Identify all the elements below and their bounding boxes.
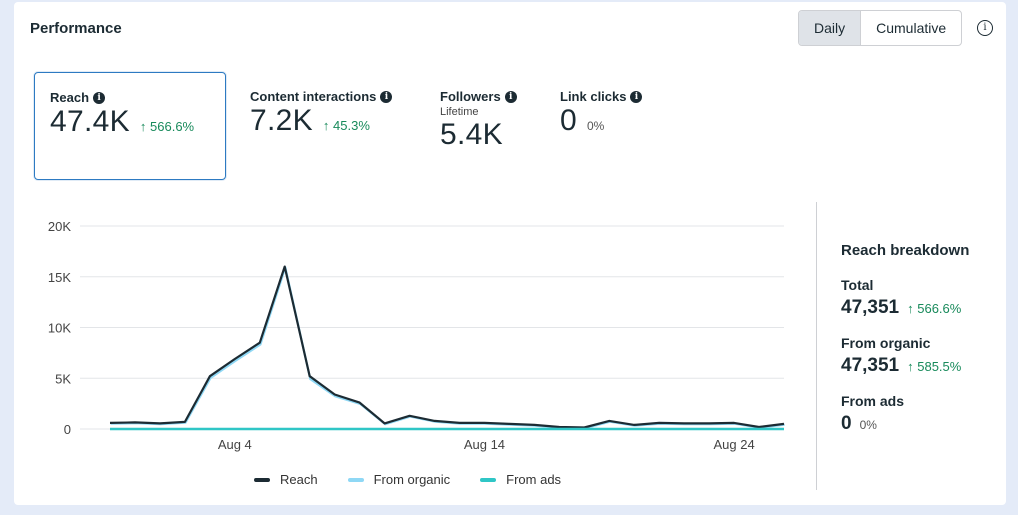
reach-breakdown: Reach breakdown Total 47,351 ↑ 566.6% Fro… [841, 242, 969, 451]
breakdown-total-label: Total [841, 277, 874, 293]
breakdown-total-value: 47,351 [841, 297, 900, 318]
y-tick-label: 15K [48, 270, 71, 285]
info-icon[interactable]: i [504, 90, 517, 103]
metric-link-clicks[interactable]: Link clicks i 0 0% [560, 89, 643, 138]
performance-card: Performance Daily Cumulative i Reach i 47… [14, 2, 1006, 505]
metric-value: 7.2K [250, 104, 313, 137]
breakdown-organic-change: ↑ 585.5% [907, 359, 962, 374]
breakdown-organic-label: From organic [841, 335, 931, 351]
metric-label: Content interactions [250, 89, 377, 104]
series-line-from-organic [110, 266, 785, 430]
info-icon[interactable]: i [93, 91, 106, 104]
reach-line-chart: 0 5K 10K 15K 20K Aug 4 Aug 14 Aug 24 [48, 219, 785, 452]
metric-followers[interactable]: Followers i Lifetime 5.4K [440, 89, 517, 152]
breakdown-ads-label: From ads [841, 393, 905, 409]
divider [816, 202, 817, 490]
metric-value: 5.4K [440, 118, 503, 151]
breakdown-total-change: ↑ 566.6% [907, 301, 962, 316]
y-tick-label: 20K [48, 219, 71, 234]
metric-label: Link clicks [560, 89, 627, 104]
metric-value: 47.4K [50, 105, 130, 138]
page-title: Performance [30, 20, 122, 37]
metric-content-interactions[interactable]: Content interactions i 7.2K ↑ 45.3% [250, 89, 393, 138]
legend-label: Reach [280, 472, 318, 487]
metric-change: ↑ 566.6% [139, 119, 195, 134]
metric-label: Reach [50, 90, 90, 105]
chart-legend: Reach From organic From ads [254, 472, 561, 487]
y-tick-label: 0 [64, 422, 71, 437]
info-icon[interactable]: i [630, 90, 643, 103]
breakdown-organic-value: 47,351 [841, 355, 900, 376]
x-tick-label: Aug 4 [218, 437, 252, 452]
legend-reach[interactable]: Reach [254, 472, 318, 487]
y-tick-label: 10K [48, 321, 71, 336]
breakdown-ads-value: 0 [841, 413, 852, 434]
info-circle-icon[interactable]: i [977, 20, 993, 36]
metric-value: 0 [560, 104, 577, 137]
metric-change: ↑ 45.3% [322, 118, 370, 133]
info-icon[interactable]: i [380, 90, 393, 103]
breakdown-title: Reach breakdown [841, 242, 970, 259]
x-tick-label: Aug 24 [713, 437, 754, 452]
toggle-daily[interactable]: Daily [799, 11, 862, 45]
metric-reach[interactable]: Reach i 47.4K ↑ 566.6% [34, 72, 226, 180]
legend-swatch [254, 477, 270, 482]
metric-sublabel: Lifetime [440, 106, 479, 118]
legend-label: From organic [373, 472, 451, 487]
legend-swatch [480, 477, 497, 482]
legend-swatch [347, 477, 364, 482]
legend-label: From ads [506, 472, 562, 487]
metric-change: 0% [587, 119, 605, 133]
metric-label: Followers [440, 89, 501, 104]
toggle-cumulative[interactable]: Cumulative [876, 20, 947, 36]
breakdown-ads-change: 0% [859, 418, 877, 432]
series-line-reach [109, 265, 785, 429]
y-tick-label: 5K [55, 371, 71, 386]
legend-ads[interactable]: From ads [480, 472, 561, 487]
x-tick-label: Aug 14 [464, 437, 505, 452]
view-toggle: Daily Cumulative [798, 10, 963, 46]
legend-organic[interactable]: From organic [347, 472, 451, 487]
